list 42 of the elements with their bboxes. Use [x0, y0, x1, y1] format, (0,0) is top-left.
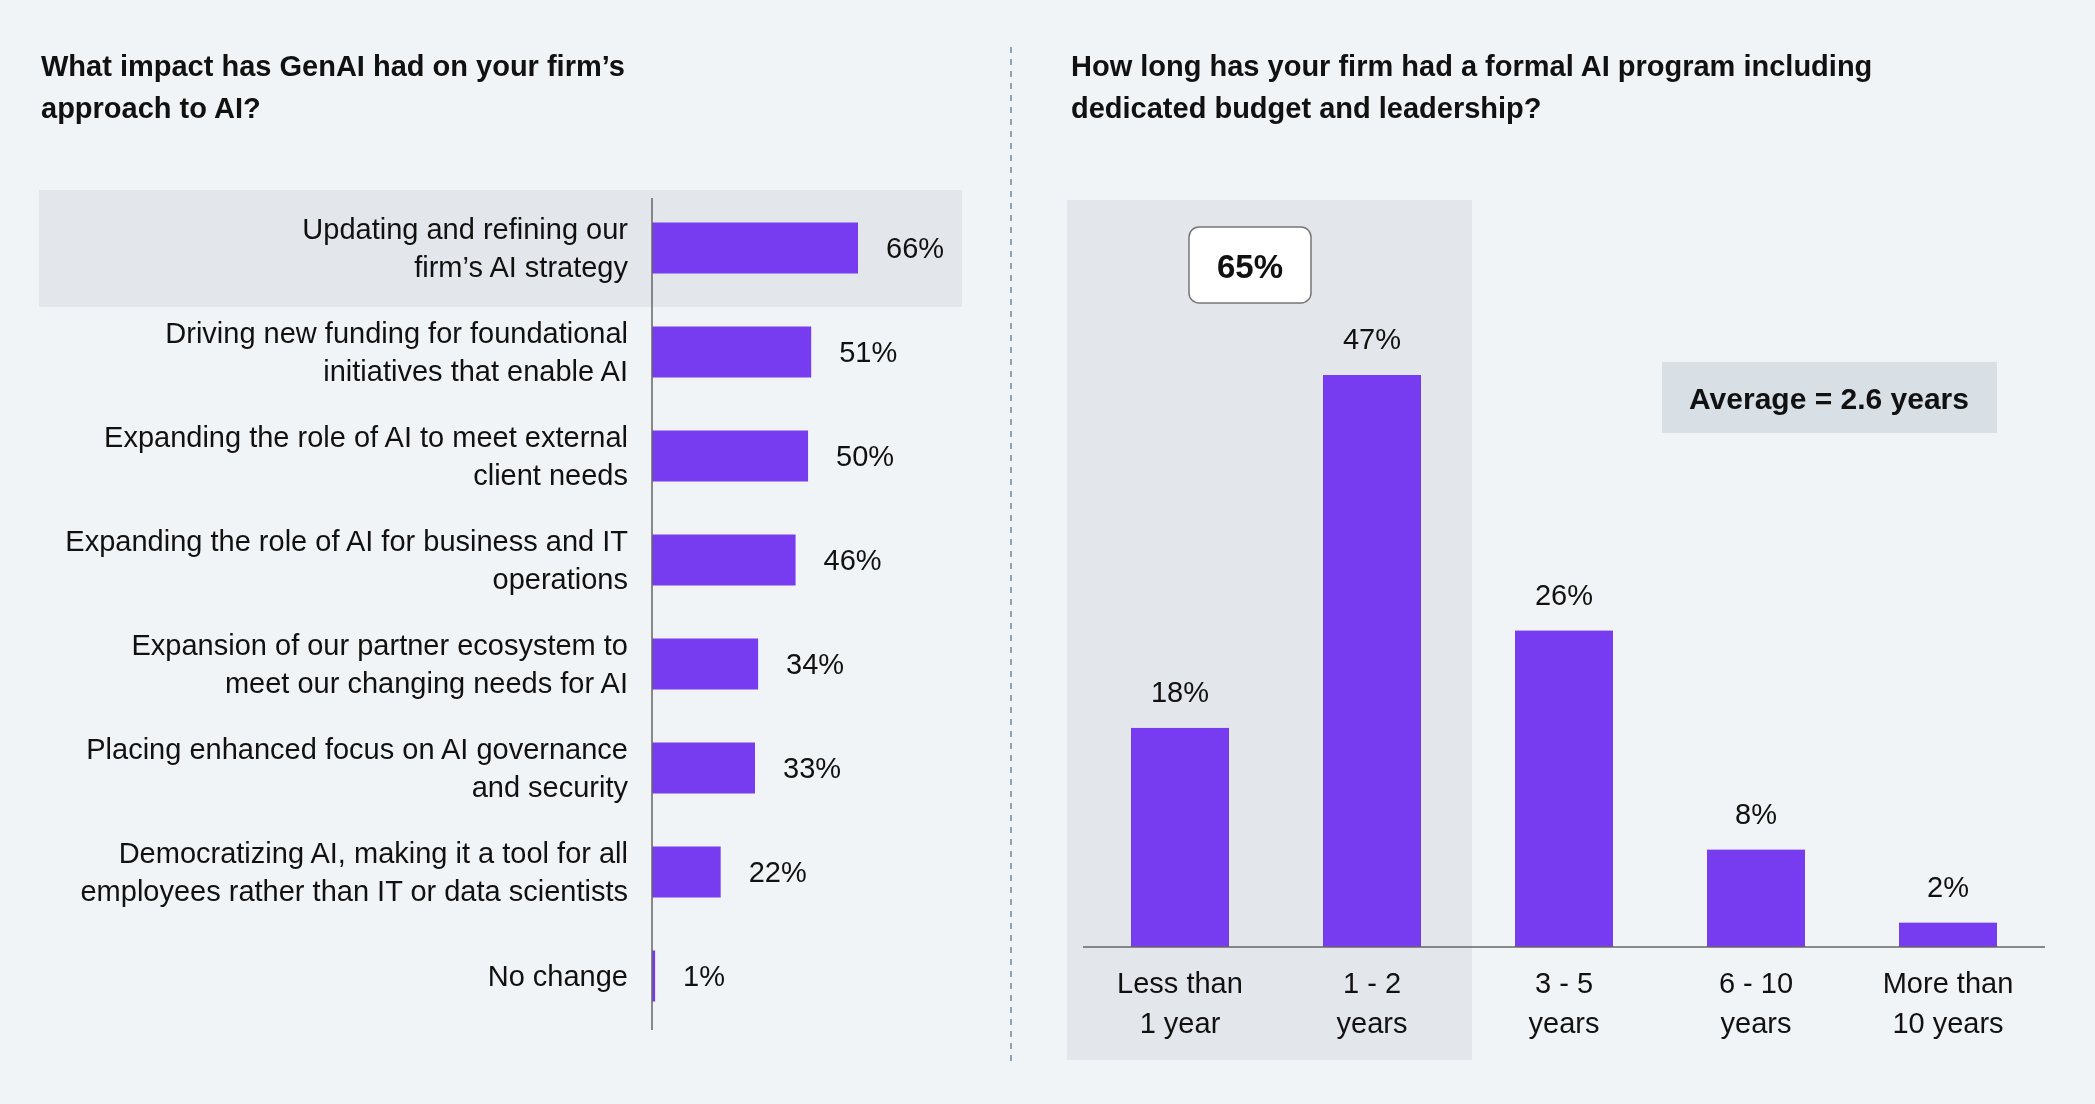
data-label: 46%: [823, 544, 882, 576]
x-tick-label: 6 - 10 years: [1718, 967, 1794, 1039]
y-tick-label: Expansion of our partner ecosystem to meet our changing needs for AI: [131, 629, 628, 699]
bar: [1707, 849, 1805, 947]
x-tick-label: 1 - 2 years: [1336, 967, 1408, 1039]
y-tick-label: Placing enhanced focus on AI governance and security: [86, 733, 629, 803]
y-tick-label: Democratizing AI, making it a tool for all employees rather than IT or data scientists: [80, 837, 628, 907]
x-tick-label: More than 10 years: [1882, 967, 2014, 1039]
bar: [652, 326, 812, 378]
data-label: 33%: [783, 752, 842, 784]
data-label: 51%: [839, 336, 898, 368]
x-tick-label: 3 - 5 years: [1528, 967, 1600, 1039]
data-label: 34%: [786, 648, 845, 680]
data-label: 8%: [1735, 797, 1777, 830]
bar: [1323, 375, 1421, 947]
bar: [652, 534, 796, 586]
y-tick-label: Expanding the role of AI to meet external client needs: [104, 421, 628, 491]
data-label: 18%: [1150, 675, 1210, 708]
data-label: 47%: [1342, 323, 1402, 355]
x-tick-label: Less than 1 year: [1117, 967, 1243, 1039]
y-tick-label: Driving new funding for foundational initiatives that enable AI: [165, 317, 628, 387]
bar: [1131, 727, 1229, 947]
bar: [1515, 630, 1613, 947]
text: What impact has GenAI had on your firm’s approach to AI?: [41, 50, 625, 124]
bar: [652, 742, 755, 794]
data-label: 50%: [836, 440, 895, 472]
chart-title: How long has your firm had a formal AI program including dedicated budget and leadership?: [1071, 50, 1873, 124]
y-tick-label: Expanding the role of AI for business and IT operations: [65, 525, 629, 595]
bar: [652, 846, 721, 898]
band-label: 65%: [1216, 247, 1284, 285]
data-label: 22%: [748, 856, 807, 888]
bar: [652, 430, 809, 482]
data-label: 1%: [683, 960, 726, 992]
data-label: 2%: [1927, 870, 1969, 903]
y-tick-label: No change: [487, 960, 628, 992]
bar: [652, 222, 858, 274]
bar: [1899, 922, 1997, 947]
data-label: 66%: [886, 232, 945, 264]
annotation: Average = 2.6 years: [1689, 381, 1969, 415]
bar: [652, 638, 759, 690]
data-label: 26%: [1534, 578, 1594, 611]
y-tick-label: Updating and refining our firm’s AI strategy: [302, 213, 629, 283]
